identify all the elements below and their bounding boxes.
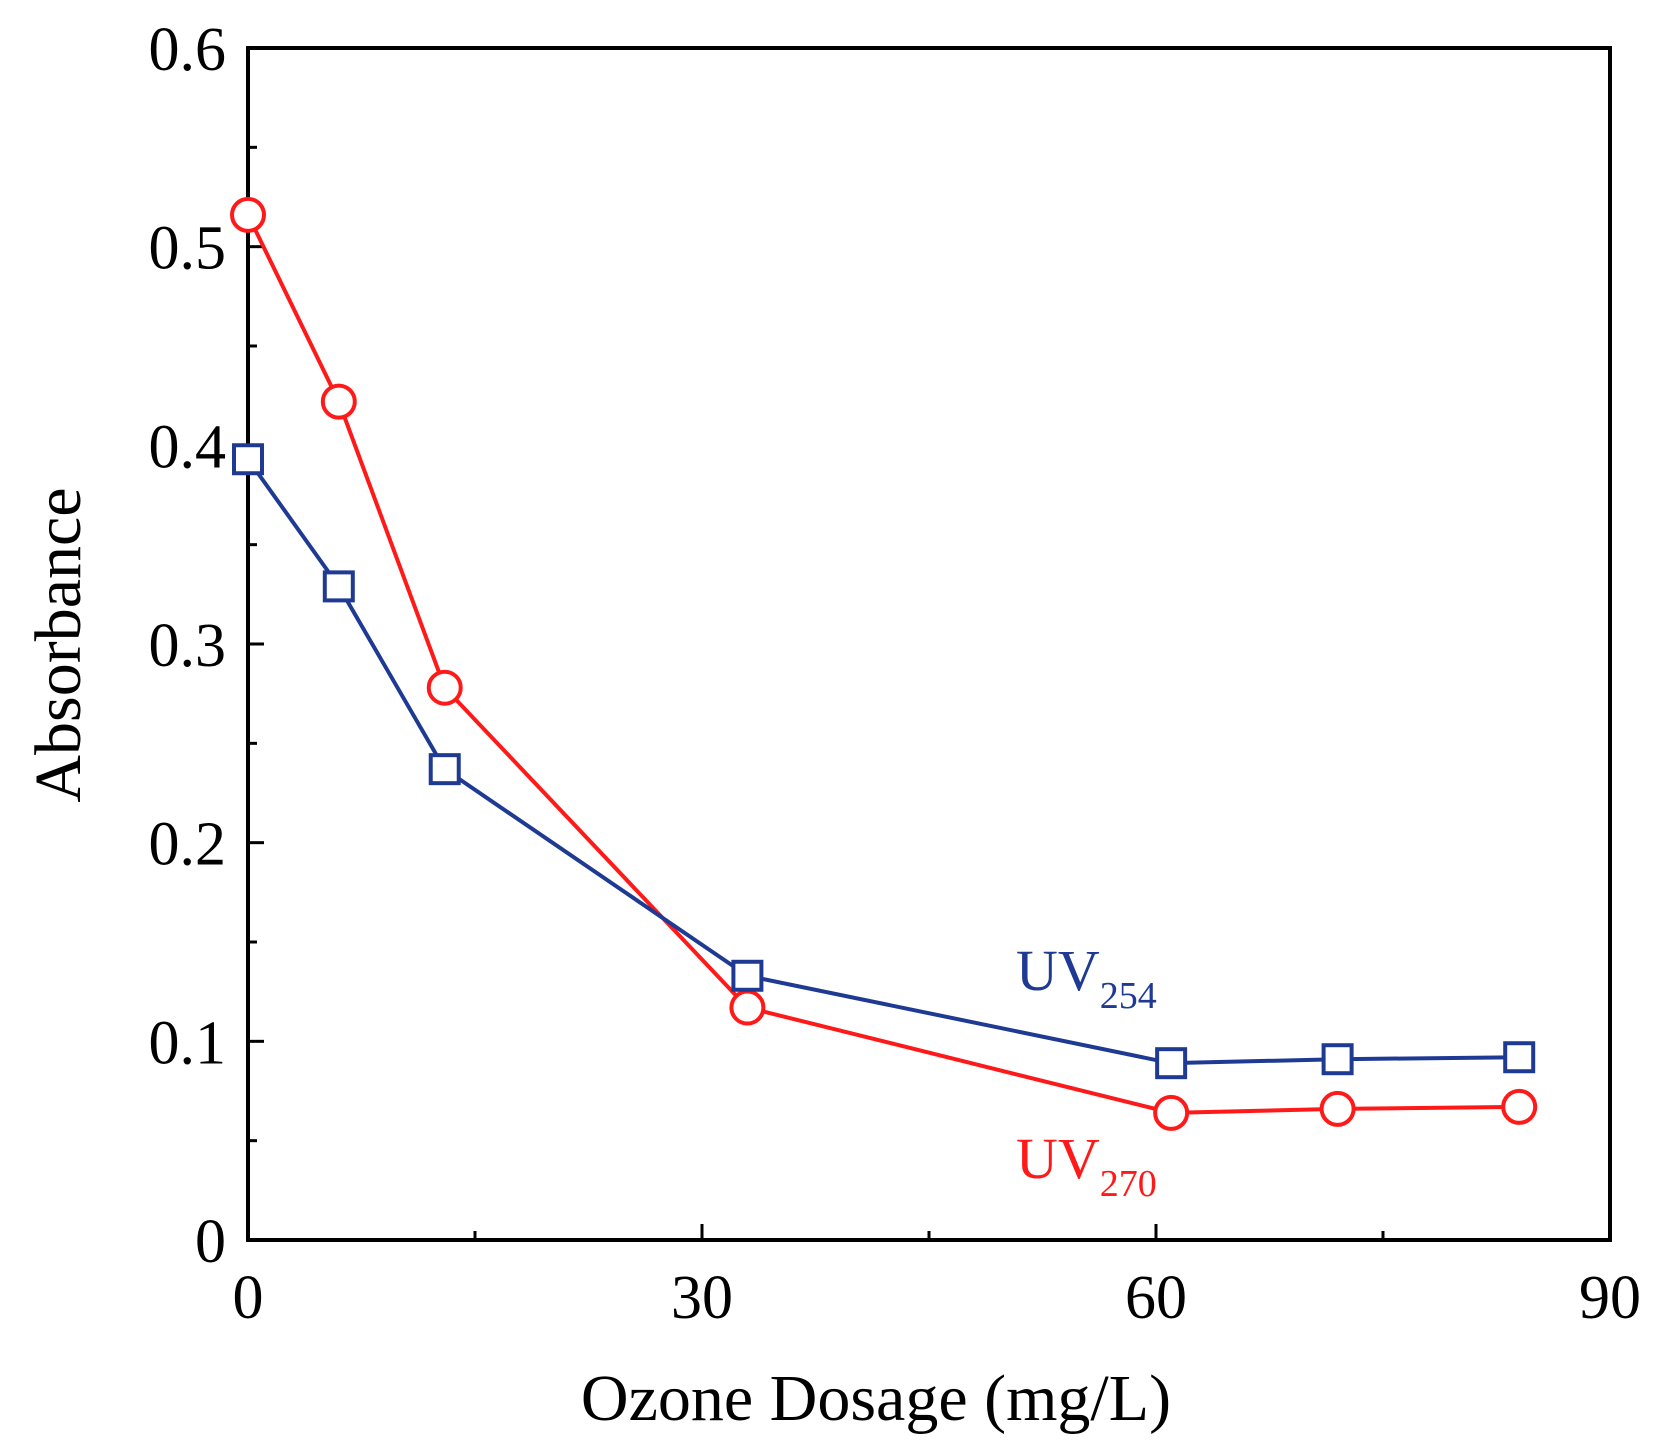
series-line-uv270 [246, 214, 1520, 1115]
data-point-uv270 [729, 989, 766, 1026]
y-tick-label: 0.1 [149, 1009, 227, 1077]
series-label-uv254: UV254 [1016, 938, 1157, 1017]
y-tick-label: 0.5 [149, 215, 227, 283]
data-point-uv270 [426, 669, 463, 706]
data-point-uv254 [322, 570, 355, 603]
series-group [230, 196, 1538, 1131]
data-point-uv270 [230, 196, 266, 233]
data-point-uv270 [320, 383, 357, 420]
data-point-uv270 [1319, 1090, 1356, 1127]
data-point-uv254 [1321, 1043, 1354, 1076]
data-point-uv254 [1503, 1041, 1536, 1074]
series-label-uv270-main: UV [1016, 1126, 1100, 1191]
x-tick-label: 30 [671, 1264, 733, 1332]
data-point-uv270 [1153, 1094, 1190, 1131]
series-uv254 [232, 443, 1536, 1080]
x-tick-label: 60 [1125, 1264, 1187, 1332]
tick-labels: 0 30 60 90 0 0.1 0.2 0.3 0.4 0.5 0.6 [149, 16, 1642, 1332]
plot-frame [246, 46, 1612, 1242]
x-tick-label: 0 [233, 1264, 264, 1332]
data-point-uv254 [1155, 1047, 1188, 1080]
axis-ticks [246, 46, 1612, 1242]
data-point-uv254 [428, 753, 461, 786]
data-point-uv254 [232, 443, 264, 476]
y-tick-label: 0 [195, 1208, 226, 1276]
y-tick-label: 0.2 [149, 811, 227, 879]
series-label-uv270-sub: 270 [1100, 1163, 1157, 1205]
y-axis-title: Absorbance [22, 487, 95, 802]
data-point-uv254 [731, 959, 764, 992]
data-point-uv270 [1501, 1088, 1538, 1125]
y-tick-label: 0.6 [149, 16, 227, 84]
x-tick-label: 90 [1579, 1264, 1641, 1332]
series-uv270 [230, 196, 1538, 1131]
x-axis-title: Ozone Dosage (mg/L) [581, 1362, 1171, 1435]
series-label-uv270: UV270 [1016, 1126, 1157, 1205]
y-tick-label: 0.4 [149, 413, 227, 481]
series-label-uv254-main: UV [1016, 938, 1100, 1003]
plot-area [246, 46, 1612, 1242]
series-label-uv254-sub: 254 [1100, 975, 1157, 1017]
y-tick-label: 0.3 [149, 612, 227, 680]
